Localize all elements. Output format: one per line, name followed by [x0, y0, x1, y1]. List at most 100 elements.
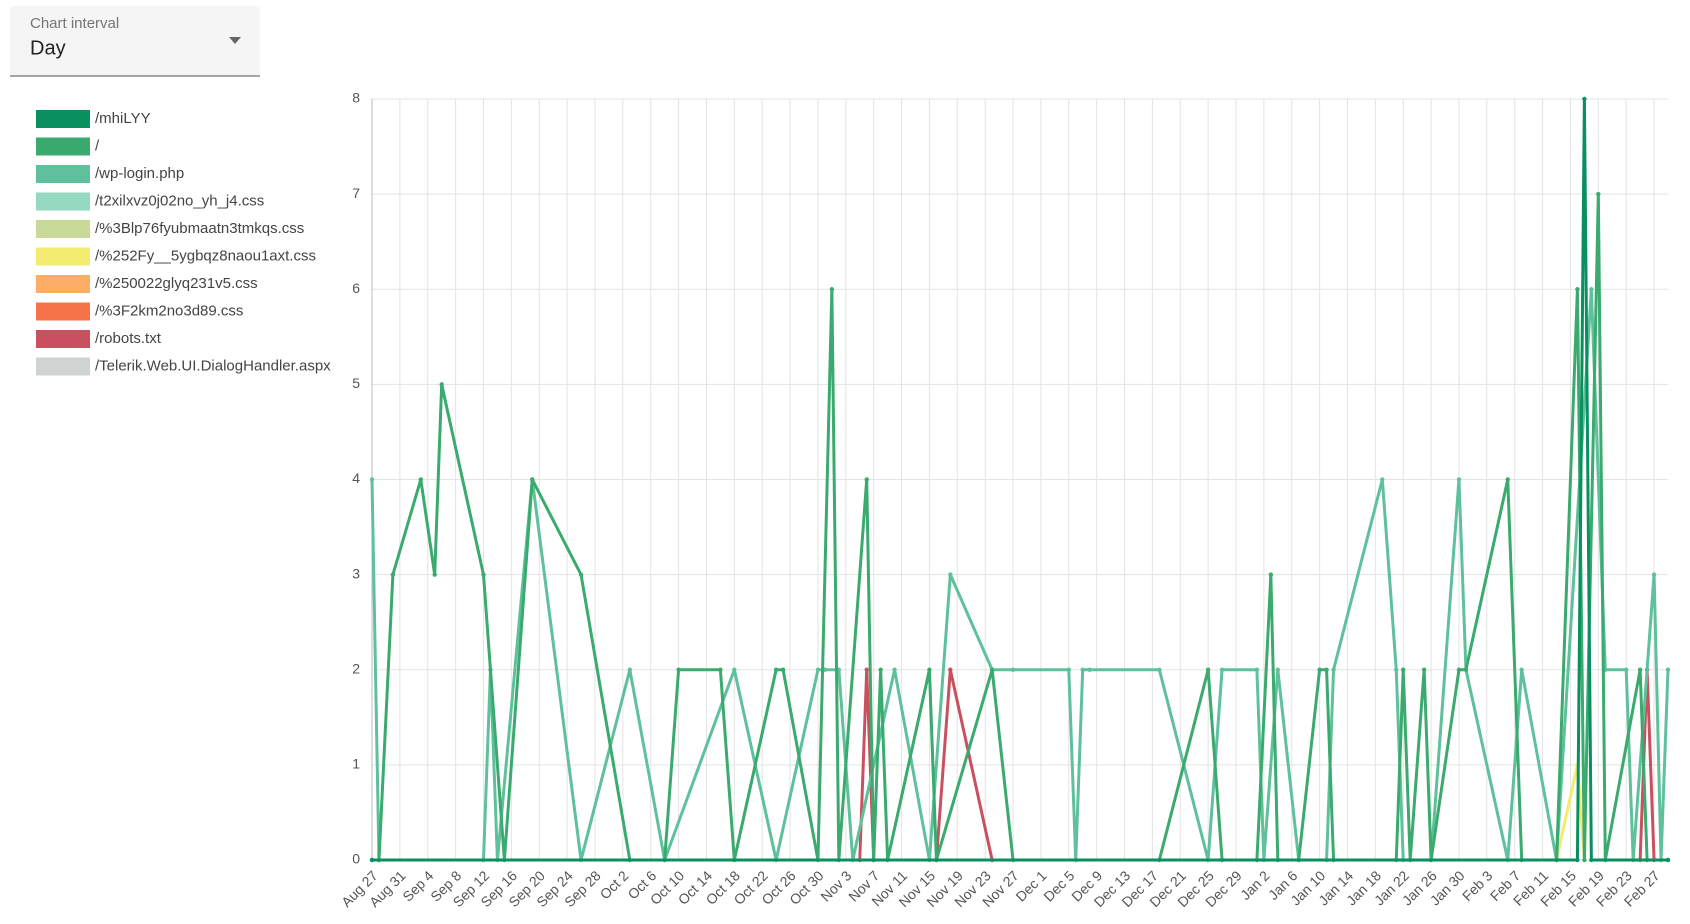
series-point	[1582, 96, 1587, 102]
series-point	[989, 667, 995, 672]
series-point	[1596, 191, 1601, 197]
series-point	[1010, 667, 1016, 672]
x-tick-label: Feb 3	[1459, 867, 1496, 904]
legend-swatch	[36, 275, 90, 293]
legend-label: /Telerik.Web.UI.DialogHandler.aspx	[95, 357, 331, 374]
legend-label: /robots.txt	[95, 330, 162, 347]
series-point	[1575, 857, 1580, 863]
x-tick-label: Dec 5	[1040, 867, 1077, 904]
y-tick-label: 3	[352, 565, 360, 581]
y-tick-label: 6	[352, 280, 360, 296]
legend-swatch	[36, 165, 90, 183]
series-point	[1331, 667, 1336, 672]
legend-swatch	[36, 192, 90, 211]
series-point	[1080, 667, 1085, 672]
series-point	[1623, 667, 1629, 672]
legend-label: /%250022glyq231v5.css	[95, 275, 258, 292]
series-point	[1456, 667, 1462, 672]
x-tick-label: Sep 4	[399, 867, 436, 904]
series-point	[1087, 667, 1092, 672]
select-value: Day	[30, 37, 66, 59]
series-point	[1324, 667, 1329, 672]
series-point	[1254, 667, 1260, 672]
legend-label: /	[95, 137, 100, 154]
series-point	[1205, 667, 1211, 672]
y-tick-label: 7	[352, 185, 360, 201]
legend-label: /t2xilxvz0j02no_yh_j4.css	[95, 192, 264, 209]
x-tick-label: Nov 3	[817, 867, 854, 904]
series-point	[1157, 667, 1162, 672]
legend-label: /%3F2km2no3d89.css	[95, 302, 243, 319]
series-point	[432, 572, 437, 577]
series-point	[1589, 857, 1594, 863]
y-tick-label: 4	[352, 470, 360, 486]
series-point	[369, 857, 375, 863]
series-point	[773, 667, 779, 672]
series-point	[1575, 287, 1580, 292]
series-point	[1589, 287, 1594, 292]
series-point	[1505, 477, 1510, 482]
legend-swatch	[36, 302, 90, 321]
series-point	[732, 667, 737, 672]
legend: /mhiLYY / /wp-login.php/t2xilxvz0j02no_yh_…	[36, 110, 331, 376]
series-point	[1421, 667, 1427, 672]
series-point	[1665, 667, 1671, 672]
legend-swatch	[36, 110, 90, 128]
series-point	[1275, 667, 1281, 672]
series-point	[676, 667, 681, 672]
series-point	[627, 667, 633, 672]
series-point	[1268, 572, 1274, 577]
series-point	[948, 572, 953, 577]
legend-label: /%252Fy__5ygbqz8naou1axt.css	[95, 247, 316, 264]
y-tick-label: 1	[352, 756, 360, 772]
select-box[interactable]	[10, 6, 260, 76]
legend-swatch	[36, 247, 90, 266]
interval-select[interactable]: Chart interval Day	[10, 6, 260, 77]
series-point	[927, 667, 932, 672]
series-point	[1380, 477, 1385, 482]
y-tick-label: 0	[352, 851, 360, 867]
series-point	[1401, 667, 1406, 672]
series-point	[864, 477, 869, 482]
series-point	[390, 572, 396, 577]
series-point	[418, 477, 423, 482]
series-point	[815, 667, 821, 672]
series-line	[372, 192, 1668, 862]
series-point	[369, 477, 375, 482]
series-point	[1665, 857, 1671, 863]
series-point	[780, 667, 786, 672]
legend-swatch	[36, 137, 90, 156]
legend-label: /mhiLYY	[95, 110, 151, 127]
series-point	[1456, 477, 1462, 482]
x-tick-label: Oct 2	[597, 867, 632, 902]
x-tick-label: Dec 1	[1012, 867, 1049, 904]
series-point	[1394, 667, 1399, 672]
series-point	[1582, 857, 1587, 863]
series-point	[878, 667, 883, 672]
series-point	[578, 572, 584, 577]
legend-swatch	[36, 330, 90, 348]
series-point	[948, 667, 953, 672]
series-point	[1317, 667, 1322, 672]
legend-label: /%3Blp76fyubmaatn3tmkqs.css	[95, 220, 304, 237]
select-label: Chart interval	[30, 15, 119, 32]
series-point	[1651, 572, 1657, 577]
series-point	[892, 667, 897, 672]
y-tick-label: 5	[352, 375, 360, 391]
series-point	[481, 572, 486, 577]
series-point	[1066, 667, 1071, 672]
select-arrow	[229, 37, 241, 44]
series-point	[1219, 667, 1225, 672]
series-point	[718, 667, 723, 672]
series-point	[829, 287, 835, 292]
series-point	[864, 667, 869, 672]
x-tick-label: Jan 2	[1237, 867, 1273, 903]
legend-label: /wp-login.php	[95, 165, 184, 182]
series-point	[1637, 667, 1643, 672]
legend-swatch	[36, 220, 90, 238]
y-tick-label: 2	[352, 660, 360, 676]
y-tick-label: 8	[352, 90, 360, 106]
